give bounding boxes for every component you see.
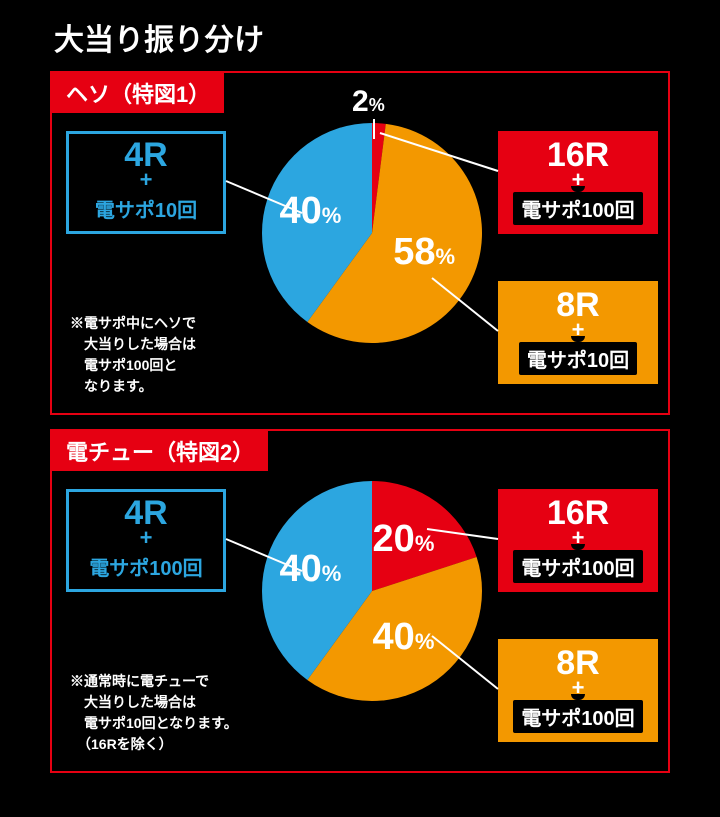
note-text: ※通常時に電チューで 大当りした場合は 電サポ10回となります。 （16Rを除く… (70, 671, 238, 755)
panel-0: ヘソ（特図1）2%58%40%4R+電サポ10回16R+電サポ100回8R+電サ… (50, 71, 670, 415)
panel-tab: 電チュー（特図2） (52, 431, 268, 471)
note-text: ※電サポ中にヘソで 大当りした場合は 電サポ100回と なります。 (70, 313, 196, 397)
panel-body: 2%58%40%4R+電サポ10回16R+電サポ100回8R+電サポ10回※電サ… (52, 113, 668, 413)
panel-body: 20%40%40%4R+電サポ100回16R+電サポ100回8R+電サポ100回… (52, 471, 668, 771)
panel-1: 電チュー（特図2）20%40%40%4R+電サポ100回16R+電サポ100回8… (50, 429, 670, 773)
page-title: 大当り振り分け (50, 15, 670, 59)
panel-tab: ヘソ（特図1） (52, 73, 224, 113)
